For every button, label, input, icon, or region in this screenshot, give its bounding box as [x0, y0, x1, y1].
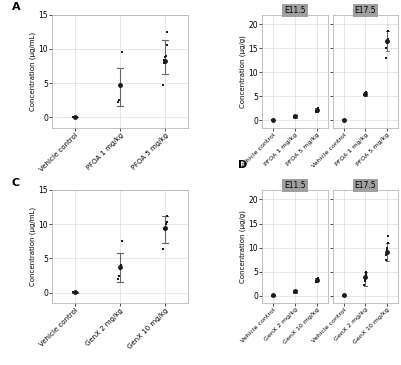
Text: C: C — [12, 178, 20, 188]
Y-axis label: Concentration (μg/mL): Concentration (μg/mL) — [29, 32, 36, 111]
Title: E17.5: E17.5 — [354, 5, 375, 15]
Text: A: A — [12, 2, 20, 12]
Title: E11.5: E11.5 — [284, 5, 305, 15]
Y-axis label: Concentration (μg/g): Concentration (μg/g) — [239, 35, 245, 108]
Y-axis label: Concentration (μg/g): Concentration (μg/g) — [239, 210, 245, 283]
Text: D: D — [237, 160, 246, 169]
Title: E17.5: E17.5 — [354, 181, 375, 190]
Y-axis label: Concentration (μg/mL): Concentration (μg/mL) — [29, 207, 36, 286]
Title: E11.5: E11.5 — [284, 181, 305, 190]
